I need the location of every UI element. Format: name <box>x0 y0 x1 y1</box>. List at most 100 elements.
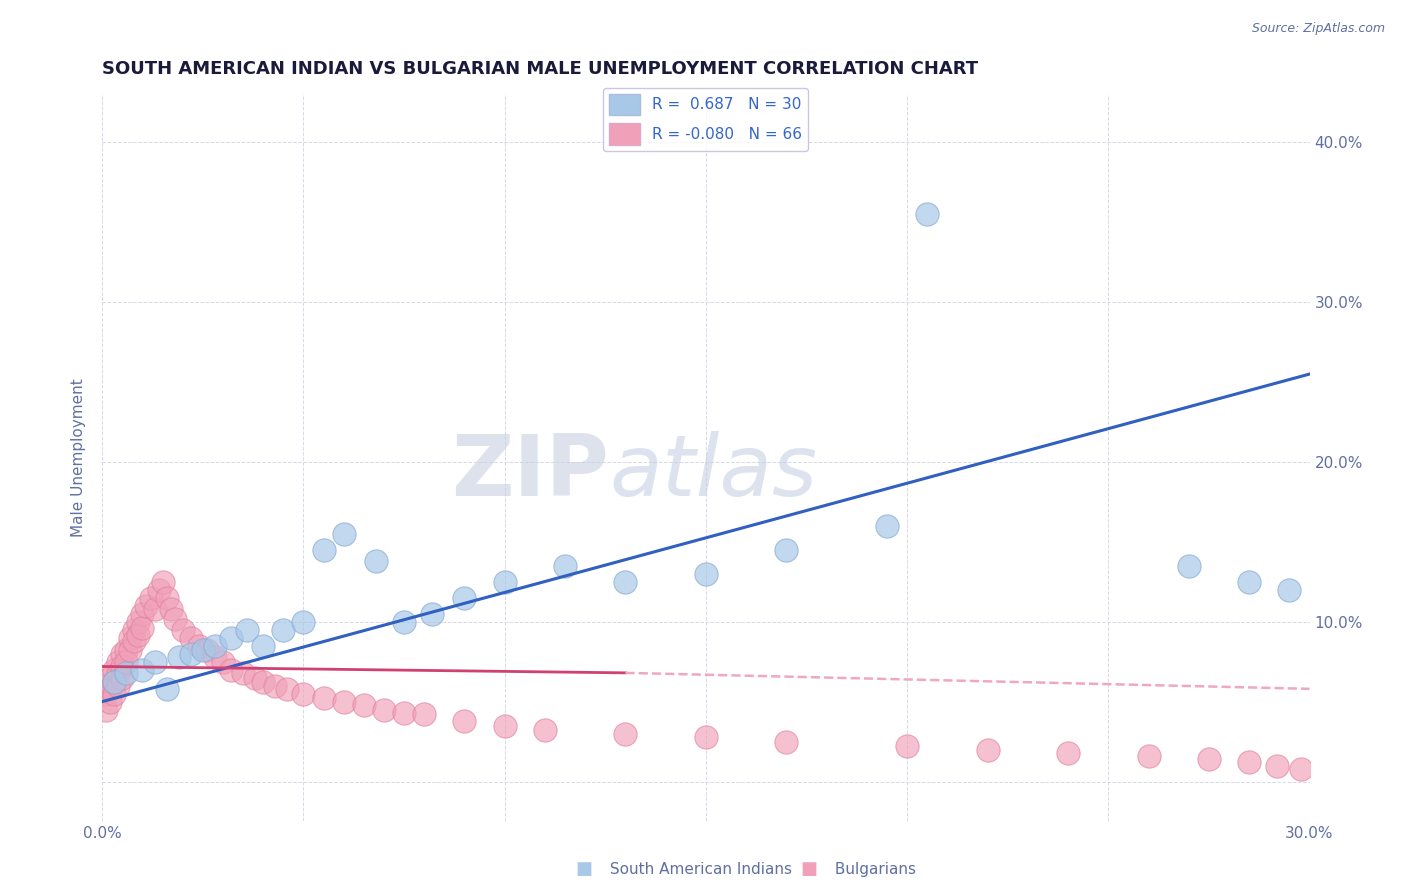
Point <box>96 703 118 717</box>
Point <box>111 671 134 685</box>
Text: ■: ■ <box>575 860 592 878</box>
Point <box>392 706 415 720</box>
Point <box>127 615 149 629</box>
Point <box>896 739 918 754</box>
Point <box>155 681 177 696</box>
Point <box>534 723 557 738</box>
Point <box>115 655 138 669</box>
Point <box>236 623 259 637</box>
Point <box>312 691 335 706</box>
Point <box>1237 756 1260 770</box>
Point <box>167 649 190 664</box>
Text: South American Indians: South American Indians <box>605 863 792 877</box>
Point <box>413 707 436 722</box>
Text: SOUTH AMERICAN INDIAN VS BULGARIAN MALE UNEMPLOYMENT CORRELATION CHART: SOUTH AMERICAN INDIAN VS BULGARIAN MALE … <box>103 60 979 78</box>
Point <box>219 631 242 645</box>
Point <box>152 574 174 589</box>
Point <box>1265 758 1288 772</box>
Point <box>103 675 125 690</box>
Point <box>232 665 254 680</box>
Point <box>1237 574 1260 589</box>
Point <box>195 643 218 657</box>
Point <box>98 681 121 696</box>
Point <box>96 679 118 693</box>
Point <box>292 687 315 701</box>
Point <box>420 607 443 621</box>
Point <box>212 655 235 669</box>
Point <box>115 643 138 657</box>
Point <box>453 714 475 728</box>
Point <box>98 671 121 685</box>
Point <box>373 703 395 717</box>
Point <box>155 591 177 605</box>
Point <box>276 681 298 696</box>
Point <box>695 566 717 581</box>
Point <box>159 602 181 616</box>
Point <box>1057 746 1080 760</box>
Point <box>124 633 146 648</box>
Point <box>180 647 202 661</box>
Point <box>775 734 797 748</box>
Point <box>876 519 898 533</box>
Point <box>204 649 226 664</box>
Y-axis label: Male Unemployment: Male Unemployment <box>72 378 86 537</box>
Point <box>98 695 121 709</box>
Point <box>312 542 335 557</box>
Text: atlas: atlas <box>609 431 817 514</box>
Point <box>1291 762 1313 776</box>
Point <box>124 623 146 637</box>
Point <box>1278 582 1301 597</box>
Point <box>976 742 998 756</box>
Point <box>191 643 214 657</box>
Point <box>111 659 134 673</box>
Point <box>143 655 166 669</box>
Point <box>243 671 266 685</box>
Point <box>219 663 242 677</box>
Point <box>107 665 129 680</box>
Point <box>1198 752 1220 766</box>
Point <box>614 726 637 740</box>
Legend: R =  0.687   N = 30, R = -0.080   N = 66: R = 0.687 N = 30, R = -0.080 N = 66 <box>603 87 808 151</box>
Point <box>1137 748 1160 763</box>
Point <box>107 655 129 669</box>
Point <box>392 615 415 629</box>
Point <box>135 599 157 613</box>
Point <box>103 663 125 677</box>
Point <box>1178 558 1201 573</box>
Point <box>111 647 134 661</box>
Point <box>172 623 194 637</box>
Point <box>554 558 576 573</box>
Point <box>120 631 142 645</box>
Point <box>264 679 287 693</box>
Point <box>775 542 797 557</box>
Point <box>131 607 153 621</box>
Text: Source: ZipAtlas.com: Source: ZipAtlas.com <box>1251 22 1385 36</box>
Point <box>103 675 125 690</box>
Point <box>120 643 142 657</box>
Text: ZIP: ZIP <box>451 431 609 514</box>
Point <box>494 574 516 589</box>
Point <box>96 687 118 701</box>
Text: ■: ■ <box>800 860 817 878</box>
Point <box>364 554 387 568</box>
Point <box>143 602 166 616</box>
Point <box>204 639 226 653</box>
Point <box>332 526 354 541</box>
Point <box>614 574 637 589</box>
Point <box>139 591 162 605</box>
Point <box>252 675 274 690</box>
Point <box>163 611 186 625</box>
Point <box>103 687 125 701</box>
Point <box>115 665 138 680</box>
Point <box>292 615 315 629</box>
Point <box>148 582 170 597</box>
Point <box>271 623 294 637</box>
Point <box>353 698 375 712</box>
Point <box>107 679 129 693</box>
Point <box>252 639 274 653</box>
Point <box>332 695 354 709</box>
Point <box>131 621 153 635</box>
Point <box>695 730 717 744</box>
Point <box>187 639 209 653</box>
Point <box>494 718 516 732</box>
